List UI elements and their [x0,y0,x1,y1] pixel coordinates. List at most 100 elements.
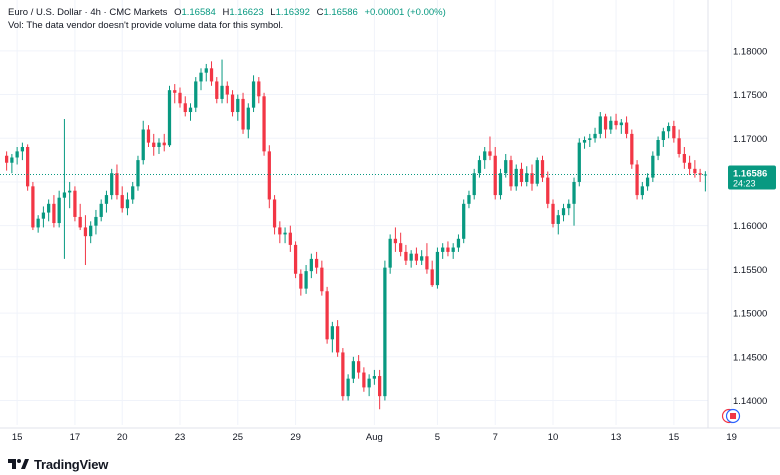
candle[interactable] [167,85,172,147]
candle[interactable] [693,160,697,178]
candle[interactable] [640,181,644,200]
candle[interactable] [656,136,660,161]
candle[interactable] [446,241,450,257]
candle[interactable] [540,155,545,182]
symbol-title[interactable]: Euro / U.S. Dollar · 4h · CMC Markets [8,7,168,18]
candle[interactable] [451,243,455,259]
candle[interactable] [293,241,298,279]
candle[interactable] [546,171,550,209]
candle[interactable] [383,260,387,401]
candle[interactable] [393,227,398,252]
candle[interactable] [467,190,471,209]
candle[interactable] [430,260,434,287]
candle[interactable] [582,136,587,149]
candle[interactable] [31,181,35,231]
candle[interactable] [598,112,602,139]
candle[interactable] [115,164,119,200]
candle[interactable] [572,177,576,226]
candle[interactable] [472,168,476,200]
candle[interactable] [493,147,497,200]
candle[interactable] [404,244,408,266]
candle[interactable] [603,113,608,139]
candle[interactable] [157,138,161,154]
candle[interactable] [609,116,613,134]
candle[interactable] [420,250,424,266]
candle[interactable] [146,125,151,147]
candle[interactable] [99,199,103,222]
candle[interactable] [335,320,340,357]
candle[interactable] [441,243,445,259]
candle[interactable] [241,92,245,134]
candle[interactable] [110,168,114,200]
candle[interactable] [236,94,240,121]
candle[interactable] [183,96,187,117]
candle[interactable] [162,133,166,152]
candle[interactable] [320,260,324,296]
candle[interactable] [131,181,135,204]
candle[interactable] [372,369,377,385]
candle[interactable] [15,147,19,165]
candle[interactable] [246,103,250,139]
candle[interactable] [672,120,676,143]
candle[interactable] [267,145,271,209]
candle[interactable] [314,251,319,274]
candle[interactable] [588,133,592,147]
candle[interactable] [278,221,282,244]
candle[interactable] [535,157,539,187]
candle[interactable] [530,164,534,191]
tradingview-logo[interactable]: TradingView [8,456,108,472]
candle[interactable] [677,129,681,158]
candle[interactable] [367,374,371,397]
candle[interactable] [199,68,203,91]
candle[interactable] [682,147,686,169]
candle[interactable] [687,155,692,175]
candle[interactable] [498,168,503,200]
candle[interactable] [52,195,56,228]
candle[interactable] [514,164,518,191]
candle[interactable] [399,232,403,257]
candle[interactable] [47,199,51,222]
candle[interactable] [519,162,524,187]
candle[interactable] [651,151,655,182]
candle[interactable] [299,269,303,296]
candle[interactable] [488,136,492,161]
candle[interactable] [194,77,198,113]
candle[interactable] [73,186,77,222]
candle[interactable] [614,113,618,130]
candle[interactable] [435,247,440,289]
candle[interactable] [173,84,177,104]
candle[interactable] [356,355,361,379]
candle[interactable] [362,367,366,392]
candle[interactable] [645,173,650,191]
candle[interactable] [4,151,9,171]
candle[interactable] [283,227,287,244]
candle[interactable] [425,243,429,274]
candle[interactable] [509,155,513,191]
candle[interactable] [624,116,629,139]
price-axis[interactable]: 1.180001.175001.170001.165001.160001.155… [728,46,776,407]
candle[interactable] [504,153,508,178]
candle[interactable] [341,348,345,401]
candle[interactable] [456,234,461,252]
candle[interactable] [104,190,109,213]
candle[interactable] [215,77,219,104]
candle[interactable] [83,215,88,266]
candle[interactable] [89,221,93,244]
candle[interactable] [120,186,124,213]
candle[interactable] [593,127,597,143]
candle[interactable] [630,129,634,169]
candle[interactable] [204,63,208,82]
candle[interactable] [10,153,14,174]
candle[interactable] [262,92,266,156]
candle[interactable] [477,155,482,178]
candle[interactable] [152,133,156,156]
candle[interactable] [36,215,40,233]
candle[interactable] [209,61,214,86]
last-price-badge[interactable] [728,165,776,190]
candle[interactable] [635,160,639,200]
candle[interactable] [188,103,193,121]
candle[interactable] [330,321,334,353]
candle[interactable] [178,87,182,108]
